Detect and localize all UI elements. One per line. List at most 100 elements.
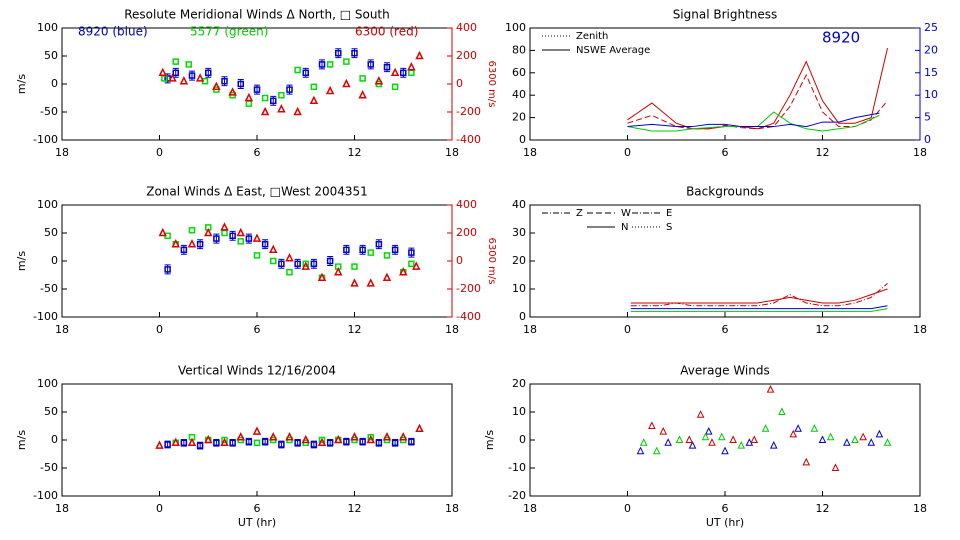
x-tick-label: 0 [624, 502, 631, 515]
point [229, 232, 236, 240]
point [391, 83, 399, 91]
y-tick-label: 20 [512, 377, 526, 390]
y2-tick-label: 10 [924, 88, 938, 101]
panel-title: Resolute Meridional Winds Δ North, □ Sou… [124, 8, 390, 22]
point [408, 260, 415, 268]
x-tick-label: 18 [523, 323, 537, 336]
y2-tick-label: -400 [456, 133, 481, 146]
point [236, 227, 245, 237]
point [367, 249, 374, 256]
point [326, 439, 334, 447]
panel-title: Vertical Winds 12/16/2004 [178, 364, 336, 378]
y-tick-label: 100 [505, 21, 526, 34]
y-tick-label: 100 [37, 21, 58, 34]
point [359, 75, 366, 82]
point [245, 235, 253, 242]
y-tick-label: -100 [33, 310, 58, 323]
point [343, 438, 350, 445]
y-tick-label: 0 [519, 433, 526, 446]
point [391, 246, 399, 254]
point [187, 437, 197, 447]
point [688, 440, 697, 449]
y-tick-label: 0 [51, 77, 58, 90]
legend-label: NSWE Average [576, 45, 650, 56]
point [245, 100, 253, 107]
x-tick-label: 18 [445, 146, 459, 159]
point [285, 432, 294, 441]
x-tick-label: 6 [254, 146, 261, 159]
x-tick-label: 18 [55, 323, 69, 336]
y-tick-label: 0 [519, 310, 526, 323]
point [212, 81, 221, 91]
point [278, 91, 285, 99]
y-tick-label: -100 [33, 489, 58, 502]
point [294, 260, 301, 268]
point [221, 229, 228, 237]
legend-label: W [621, 208, 631, 219]
point [359, 438, 366, 445]
point [278, 260, 285, 268]
point [334, 267, 343, 276]
point [326, 257, 334, 265]
point [390, 67, 400, 77]
point [383, 252, 391, 259]
x-tick-label: 18 [523, 502, 537, 515]
line-series [627, 112, 880, 128]
point [664, 438, 672, 446]
point [350, 432, 359, 441]
point [310, 83, 318, 91]
point [342, 78, 351, 88]
point [415, 423, 424, 433]
point [750, 435, 759, 443]
y-tick-label: 0 [51, 254, 58, 267]
y2-tick-label: 0 [456, 254, 463, 267]
point [412, 261, 421, 270]
legend-label: S [666, 222, 672, 233]
point [721, 446, 729, 455]
point [883, 438, 892, 446]
y-axis-label: m/s [483, 430, 496, 450]
point [168, 73, 177, 82]
y-tick-label: 20 [512, 254, 526, 267]
panel-title: Backgrounds [686, 185, 764, 199]
point [253, 439, 261, 447]
line-series [627, 48, 888, 130]
point [408, 249, 415, 256]
point [204, 434, 213, 444]
point [317, 272, 327, 282]
point [704, 426, 713, 435]
y-axis-label: m/s [15, 430, 28, 450]
x-tick-label: 0 [156, 502, 163, 515]
y2-axis-label: 6300 m/s [486, 61, 497, 108]
point [245, 438, 253, 445]
point [802, 457, 811, 466]
point [789, 429, 798, 438]
point [221, 77, 228, 85]
point [253, 252, 261, 259]
point [172, 69, 179, 77]
y2-tick-label: -200 [456, 282, 481, 295]
point [171, 437, 180, 447]
x-tick-label: 18 [445, 323, 459, 336]
point [383, 63, 391, 71]
point [351, 49, 358, 57]
panel: Resolute Meridional Winds Δ North, □ Sou… [15, 8, 497, 160]
point [408, 438, 415, 445]
annotation: 5577 (green) [190, 25, 268, 39]
point [675, 435, 684, 443]
y2-tick-label: 200 [456, 226, 477, 239]
point [408, 69, 415, 77]
point [701, 432, 710, 441]
point [407, 62, 416, 71]
point [286, 86, 293, 93]
point [301, 434, 310, 444]
point [310, 260, 318, 268]
y-tick-label: 0 [519, 133, 526, 146]
point [399, 267, 408, 276]
point [367, 433, 374, 441]
point [875, 429, 884, 438]
y-tick-label: 10 [512, 282, 526, 295]
y-tick-label: -50 [40, 105, 58, 118]
